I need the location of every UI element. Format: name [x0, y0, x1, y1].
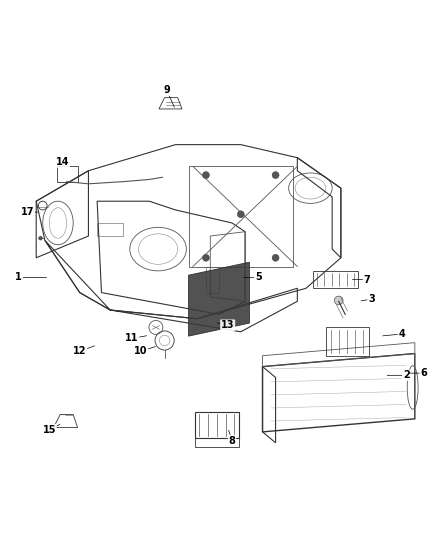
Circle shape	[39, 236, 43, 240]
Text: 13: 13	[221, 320, 234, 330]
Text: 4: 4	[399, 329, 405, 339]
Text: 7: 7	[364, 274, 371, 285]
Text: 14: 14	[56, 157, 69, 167]
Circle shape	[202, 254, 209, 261]
Polygon shape	[188, 262, 250, 336]
Text: 5: 5	[255, 272, 261, 282]
Text: 15: 15	[42, 425, 56, 435]
Circle shape	[202, 172, 209, 179]
Text: 11: 11	[125, 333, 139, 343]
Text: 17: 17	[21, 207, 34, 217]
Circle shape	[272, 172, 279, 179]
Circle shape	[272, 254, 279, 261]
Text: 12: 12	[73, 346, 86, 357]
Text: 8: 8	[229, 435, 236, 446]
Circle shape	[334, 296, 343, 305]
Text: 1: 1	[15, 272, 22, 282]
Circle shape	[237, 211, 244, 218]
Text: 2: 2	[403, 370, 410, 381]
Text: 10: 10	[134, 346, 148, 357]
Text: 3: 3	[368, 294, 374, 304]
Text: 6: 6	[420, 368, 427, 378]
Text: 9: 9	[163, 85, 170, 95]
